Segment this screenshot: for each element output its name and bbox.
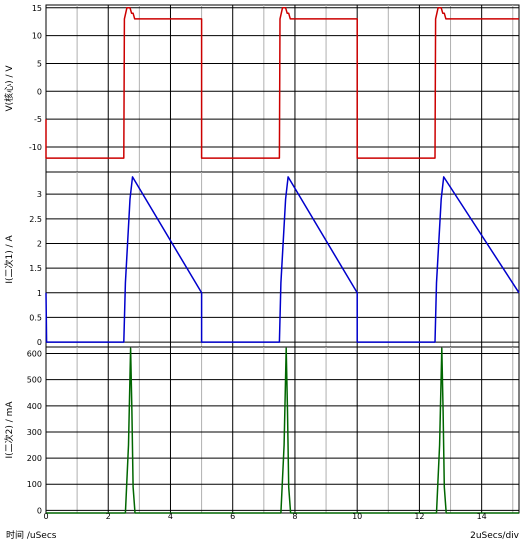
y-tick-label: 600 [27,350,42,359]
y-tick-label: -5 [34,115,42,124]
x-axis: 0 2 4 6 8 10 12 14 [43,512,486,521]
plot-panel-2: 3 2.5 2 1.5 1 0.5 0 I(二次1) / A [3,171,520,348]
y-tick-label: 15 [32,4,42,13]
y-tick-label: 1.5 [29,264,42,273]
y-tick-label: 200 [27,454,42,463]
y-tick-label: 2 [37,239,42,248]
y-axis-label: V(核心) / V [3,65,15,112]
y-tick-label: 0 [37,338,42,347]
x-tick-label: 10 [352,512,362,521]
y-tick-label: 300 [27,428,42,437]
y-tick-label: 0 [37,87,42,96]
y-axis-label: I(二次2) / mA [3,401,15,459]
y-tick-label: 0 [37,506,42,515]
y-tick-label: 1 [37,289,42,298]
x-tick-label: 0 [43,512,48,521]
y-tick-label: 3 [37,190,42,199]
x-axis-label: 时间 /uSecs [6,529,57,541]
y-tick-label: 400 [27,402,42,411]
x-tick-label: 12 [414,512,424,521]
y-axis-label: I(二次1) / A [3,235,15,284]
x-tick-label: 6 [230,512,235,521]
trace-line-1 [45,7,519,159]
plot-panels: 15 10 5 0 -5 -10 V(核心) / V 3 2.5 2 1.5 1 0.5 0 I(二次1) … [3,4,520,515]
y-tick-label: 2.5 [29,215,42,224]
trace-line-2 [45,176,520,343]
x-tick-label: 8 [292,512,297,521]
y-tick-label: 10 [32,32,42,41]
plot-panel-3: 600 500 400 300 200 100 0 I(二次2) / mA [3,346,520,515]
x-scale-label: 2uSecs/div [470,531,520,541]
trace-line-3 [46,347,519,514]
y-tick-label: 0.5 [29,313,42,322]
y-tick-label: 100 [27,480,42,489]
x-tick-label: 2 [106,512,111,521]
y-tick-label: -10 [29,143,42,152]
plot-panel-1: 15 10 5 0 -5 -10 V(核心) / V [3,4,520,173]
x-tick-label: 4 [168,512,173,521]
y-tick-label: 500 [27,376,42,385]
y-tick-label: 5 [37,59,42,68]
x-tick-label: 14 [477,512,487,521]
